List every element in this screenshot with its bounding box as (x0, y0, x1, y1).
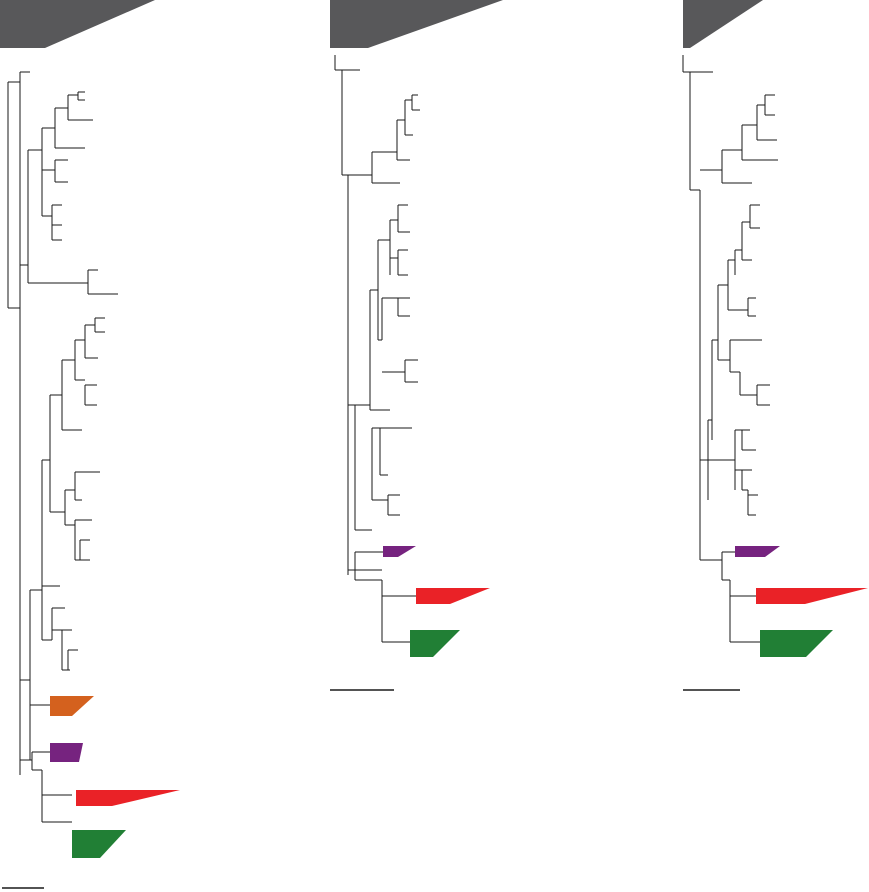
tree-b-gray-clade (330, 0, 503, 48)
tree-c-purple-clade (735, 546, 780, 557)
tree-c-green-clade (760, 630, 833, 657)
tree-a-gray-clade (0, 0, 155, 48)
tree-a-purple-clade (50, 743, 83, 762)
tree-c-red-clade (756, 588, 868, 604)
tree-a-green-clade (72, 830, 126, 858)
tree-c-branches (682, 55, 778, 643)
tree-c (682, 0, 868, 691)
tree-a-orange-clade (50, 696, 94, 716)
tree-c-gray-clade (683, 0, 763, 48)
tree-b (330, 0, 503, 691)
tree-b-branches (334, 55, 420, 643)
tree-a-branches (7, 71, 118, 823)
tree-b-green-clade (410, 630, 460, 657)
tree-b-red-clade (416, 588, 490, 604)
tree-a-red-clade (76, 790, 180, 806)
tree-a (0, 0, 180, 889)
tree-b-purple-clade (383, 546, 416, 557)
